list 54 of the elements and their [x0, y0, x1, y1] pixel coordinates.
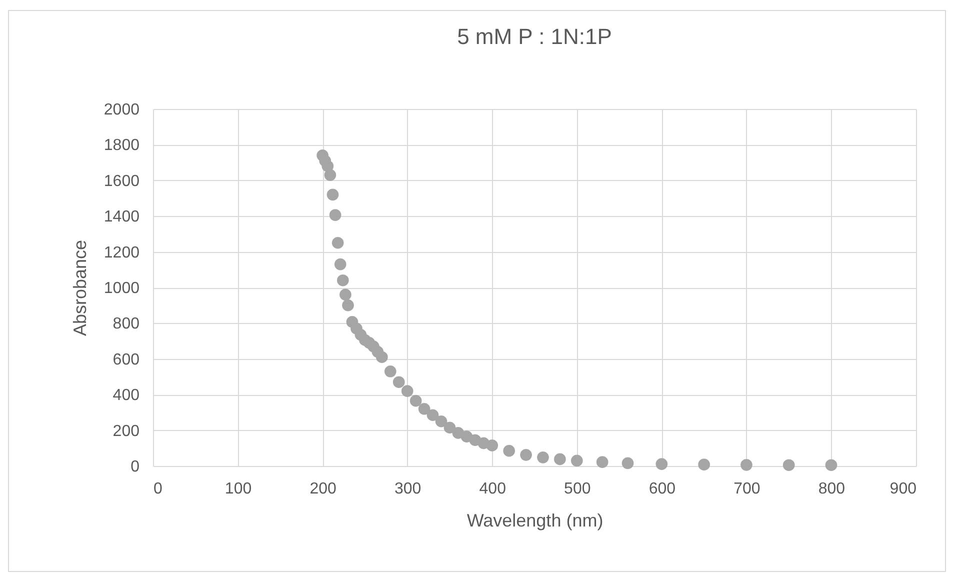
point	[334, 258, 346, 270]
x-tick-label: 300	[394, 480, 422, 498]
point	[376, 351, 388, 364]
point	[329, 209, 342, 221]
point	[401, 385, 414, 397]
point	[342, 299, 354, 312]
point	[332, 236, 344, 249]
point	[825, 459, 838, 472]
y-tick-label: 400	[112, 387, 140, 404]
x-tick-label: 200	[310, 480, 336, 498]
y-tick-label: 2000	[104, 102, 140, 118]
y-tick-label: 1800	[104, 137, 140, 154]
point	[392, 376, 405, 388]
y-axis-title: Absrobance	[70, 240, 90, 336]
x-axis-title: Wavelength (nm)	[466, 510, 604, 530]
x-tick-label: 800	[818, 480, 846, 498]
point	[326, 188, 339, 201]
x-tick-label: 100	[224, 480, 252, 498]
x-tick-label: 900	[890, 480, 917, 498]
x-tick-label: 400	[479, 480, 506, 498]
point	[340, 288, 352, 301]
point	[622, 457, 634, 470]
y-tick-label: 1400	[104, 208, 140, 226]
point	[740, 459, 752, 471]
x-tick-label: 700	[734, 480, 760, 498]
point	[486, 440, 498, 452]
x-tick-label: 500	[564, 480, 591, 498]
y-tick-label: 1000	[104, 280, 140, 297]
point	[782, 459, 795, 472]
point	[698, 458, 710, 470]
point	[418, 402, 430, 415]
point	[656, 458, 668, 470]
point	[435, 415, 448, 428]
chart-title: 5 mM P : 1N:1P	[457, 24, 612, 49]
y-tick-label: 1200	[104, 244, 140, 262]
x-tick-label: 600	[648, 480, 676, 498]
point	[520, 449, 532, 461]
y-tick-label: 1600	[104, 172, 140, 190]
point	[426, 409, 439, 422]
point	[336, 274, 349, 286]
point	[324, 169, 336, 181]
point	[444, 422, 456, 434]
point	[570, 454, 583, 467]
point	[410, 394, 422, 407]
point	[503, 444, 515, 457]
y-tick-label: 200	[112, 422, 140, 440]
point	[384, 365, 396, 378]
point	[596, 456, 608, 468]
point	[537, 452, 549, 464]
y-tick-label: 600	[112, 351, 140, 368]
point	[554, 453, 566, 466]
y-tick-label: 0	[130, 458, 140, 476]
x-tick-label: 0	[154, 480, 162, 498]
y-tick-label: 800	[112, 316, 140, 333]
